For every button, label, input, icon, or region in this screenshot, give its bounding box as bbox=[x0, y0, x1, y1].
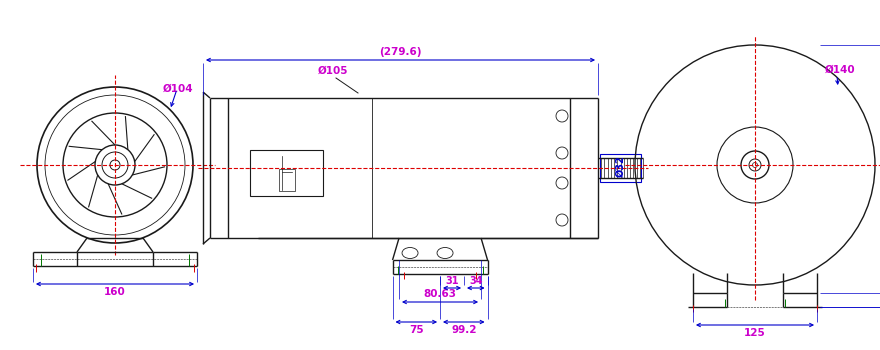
Text: 31: 31 bbox=[445, 276, 458, 286]
Text: 80.63: 80.63 bbox=[423, 289, 457, 299]
Text: Ø32: Ø32 bbox=[615, 155, 626, 177]
Text: 99.2: 99.2 bbox=[451, 325, 477, 335]
Text: 34: 34 bbox=[469, 276, 482, 286]
Text: 75: 75 bbox=[409, 325, 423, 335]
Text: 160: 160 bbox=[104, 287, 126, 297]
Text: (279.6): (279.6) bbox=[379, 47, 422, 57]
Text: Ø105: Ø105 bbox=[318, 66, 348, 76]
Bar bbox=[228, 98, 570, 238]
Bar bbox=[600, 154, 641, 182]
Text: Ø104: Ø104 bbox=[163, 84, 194, 94]
Text: Ø140: Ø140 bbox=[825, 65, 855, 75]
Bar bbox=[278, 169, 295, 191]
Text: 125: 125 bbox=[744, 328, 766, 338]
Bar bbox=[250, 150, 323, 196]
